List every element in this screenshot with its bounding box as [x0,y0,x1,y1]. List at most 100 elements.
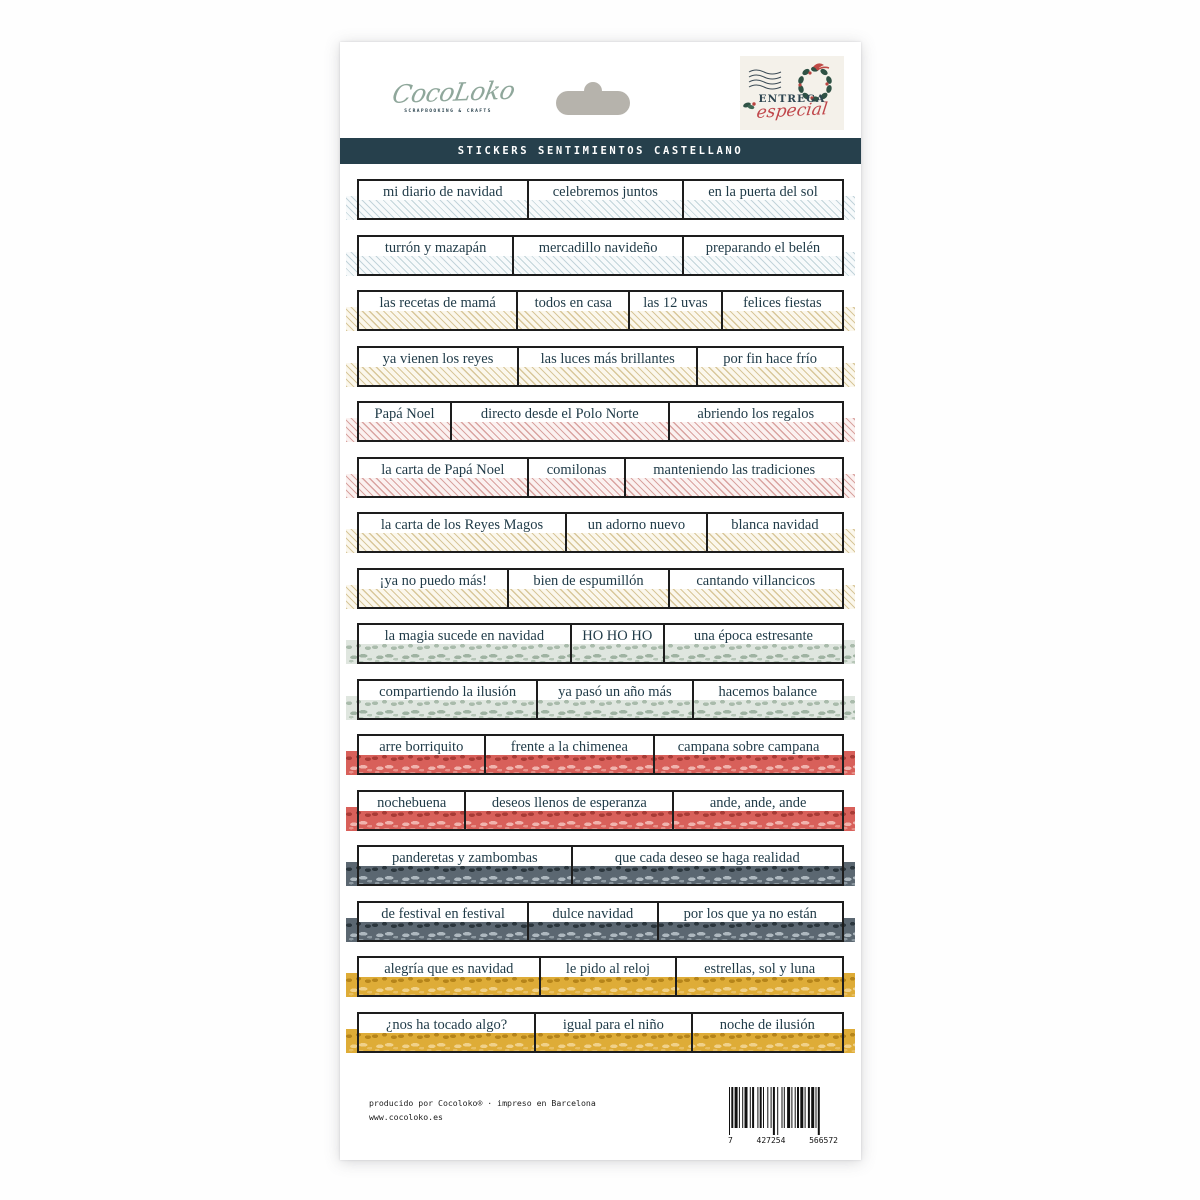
sticker-label[interactable]: preparando el belén [681,234,844,276]
sticker-label-text: un adorno nuevo [587,517,686,533]
sticker-label[interactable]: dulce navidad [527,900,659,942]
sticker-label[interactable]: una época estresante [662,623,845,664]
sticker-label[interactable]: panderetas y zambombas [357,845,573,886]
sticker-label-text: las recetas de mamá [379,295,496,311]
sticker-label[interactable]: las recetas de mamá [357,290,519,331]
barcode-digit-mid: 427254 [756,1136,786,1145]
footer-website: www.cocoloko.es [369,1112,443,1123]
sticker-row-boxes: la carta de los Reyes Magos un adorno nue… [357,512,844,553]
sticker-label-text: felices fiestas [743,295,822,311]
sticker-row-strip [346,640,855,664]
sticker-label[interactable]: ande, ande, ande [672,789,844,831]
sticker-label[interactable]: Papá Noel [357,401,453,442]
sticker-label[interactable]: igual para el niño [534,1011,693,1053]
sticker-row-strip [346,1028,855,1053]
sticker-label[interactable]: blanca navidad [705,512,844,553]
sticker-label[interactable]: por fin hace frío [696,345,844,387]
sticker-row: las recetas de mamá todos en casa las 12 u… [340,283,861,339]
sticker-label-text: una época estresante [693,628,813,644]
sticker-label[interactable]: la carta de Papá Noel [357,456,529,498]
sticker-label[interactable]: campana sobre campana [653,734,845,775]
sticker-label[interactable]: mercadillo navideño [512,234,684,276]
sticker-label-text: manteniendo las tradiciones [653,461,816,478]
sticker-label-text: hacemos balance [718,683,818,700]
sticker-label[interactable]: que cada deseo se haga realidad [570,845,844,886]
sticker-label[interactable]: hacemos balance [691,678,844,720]
sticker-row: compartiendo la ilusión ya pasó un año má… [340,672,861,728]
postage-stamp-graphic: ENTREGA especial [740,56,844,130]
sticker-row-boxes: nochebuena deseos llenos de esperanza ande… [357,789,844,831]
sticker-label[interactable]: en la puerta del sol [681,179,844,220]
sticker-label[interactable]: felices fiestas [720,290,844,331]
stamp-caption: ENTREGA especial [742,93,842,122]
sticker-label[interactable]: por los que ya no están [656,900,844,942]
sticker-row: nochebuena deseos llenos de esperanza ande… [340,783,861,839]
sticker-label[interactable]: alegría que es navidad [357,956,541,997]
sticker-row: alegría que es navidad le pido al reloj es… [340,949,861,1005]
sticker-row-strip [346,584,855,609]
sticker-label-text: deseos llenos de esperanza [491,794,647,811]
brand-tagline: SCRAPBOOKING & CRAFTS [404,109,492,114]
product-title-bar: STICKERS SENTIMIENTOS CASTELLANO [340,138,861,164]
sticker-label[interactable]: directo desde el Polo Norte [450,401,670,442]
sticker-label-text: la carta de Papá Noel [381,461,505,478]
sticker-label-text: cantando villancicos [696,572,816,589]
sticker-label[interactable]: ¡ya no puedo más! [357,567,510,609]
sticker-label-text: celebremos juntos [552,184,658,200]
sticker-label-text: por los que ya no están [683,905,817,922]
sticker-label[interactable]: HO HO HO [569,623,665,664]
holly-sprig-icon [742,98,758,112]
sticker-label[interactable]: manteniendo las tradiciones [624,456,844,498]
sticker-label[interactable]: la carta de los Reyes Magos [357,512,567,553]
sticker-label[interactable]: le pido al reloj [538,956,678,997]
sticker-label[interactable]: frente a la chimenea [483,734,656,775]
sticker-label-text: dulce navidad [552,905,634,922]
sticker-row-boxes: la carta de Papá Noel comilonas manteniend… [357,456,844,498]
sticker-row-boxes: panderetas y zambombas que cada deseo se … [357,845,844,886]
sticker-label[interactable]: las luces más brillantes [517,345,699,387]
sticker-label[interactable]: todos en casa [516,290,631,331]
sticker-label-text: compartiendo la ilusión [379,683,517,700]
barcode-digit-left: 7 [728,1136,733,1145]
sticker-label[interactable]: celebremos juntos [526,179,684,220]
sticker-label-text: panderetas y zambombas [391,850,538,866]
sticker-label[interactable]: nochebuena [357,789,467,831]
sticker-label[interactable]: abriendo los regalos [667,401,844,442]
sticker-label[interactable]: ya vienen los reyes [357,345,520,387]
christmas-wreath-icon [793,62,837,106]
sheet-footer: producido por Cocoloko® · impreso en Bar… [340,1076,861,1160]
sticker-label-text: la magia sucede en navidad [384,628,545,644]
footer-credit-line: producido por Cocoloko® · impreso en Bar… [369,1098,596,1108]
sticker-label[interactable]: las 12 uvas [628,290,723,331]
sticker-label-text: comilonas [546,461,607,478]
sticker-label-text: mercadillo navideño [538,239,658,256]
sticker-label[interactable]: comilonas [526,456,627,498]
sticker-label[interactable]: noche de ilusión [690,1011,844,1053]
sticker-label-text: campana sobre campana [677,739,820,755]
sticker-label[interactable]: deseos llenos de esperanza [464,789,675,831]
sticker-label[interactable]: la magia sucede en navidad [357,623,572,664]
sticker-label-text: frente a la chimenea [510,739,628,755]
sticker-row-strip [346,196,855,220]
sticker-label[interactable]: cantando villancicos [667,567,844,609]
sticker-row-strip [346,473,855,498]
sticker-label[interactable]: un adorno nuevo [564,512,708,553]
sticker-label[interactable]: ¿nos ha tocado algo? [357,1011,537,1053]
sticker-row-boxes: Papá Noel directo desde el Polo Norte abri… [357,401,844,442]
barcode-digit-right: 566572 [809,1136,838,1145]
sticker-row-strip [346,529,855,553]
sticker-row: ya vienen los reyes las luces más brillan… [340,339,861,395]
sticker-label[interactable]: estrellas, sol y luna [675,956,844,997]
sticker-label[interactable]: mi diario de navidad [357,179,529,220]
sticker-label[interactable]: arre borriquito [357,734,486,775]
sticker-label[interactable]: de festival en festival [357,900,530,942]
sticker-label[interactable]: compartiendo la ilusión [357,678,539,720]
sticker-row-boxes: ¿nos ha tocado algo? igual para el niño no… [357,1011,844,1053]
sticker-row: mi diario de navidad celebremos juntos en … [340,172,861,228]
brand-name: CocoLoko [390,75,518,109]
sticker-label[interactable]: ya pasó un año más [536,678,694,720]
sticker-label-text: ya vienen los reyes [382,350,494,367]
sticker-label[interactable]: turrón y mazapán [357,234,515,276]
sticker-row-strip [346,751,855,775]
sticker-label[interactable]: bien de espumillón [507,567,670,609]
